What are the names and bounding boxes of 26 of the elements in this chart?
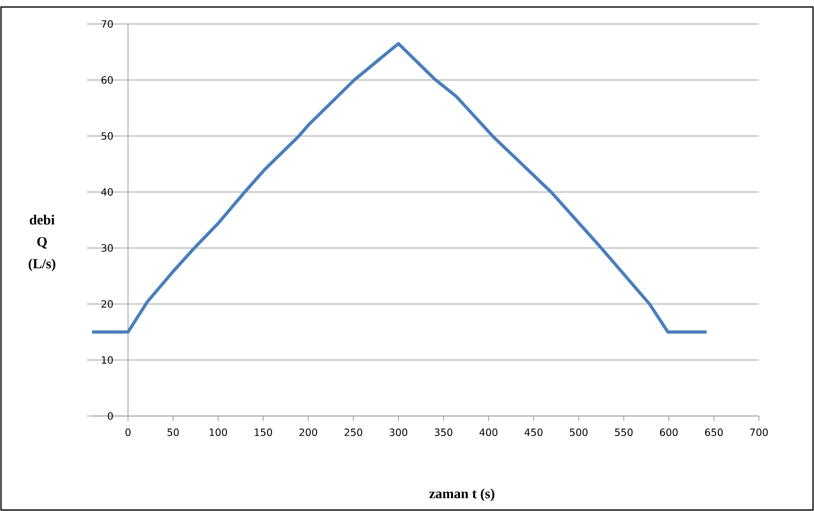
x-tick-label: 350 (434, 428, 452, 436)
line-series (92, 42, 708, 334)
x-tick-label: 150 (254, 428, 272, 436)
y-tick-label: 20 (102, 300, 113, 308)
y-tick-label: 0 (108, 412, 113, 420)
x-tick-label: 100 (210, 428, 227, 436)
y-tick-label: 60 (102, 76, 113, 84)
x-tick-label: 700 (750, 428, 768, 436)
y-tick-label: 70 (102, 20, 113, 28)
x-tick-label: 200 (300, 428, 318, 436)
y-axis-title: debi Q (L/s) (28, 214, 56, 272)
x-tick-label: 400 (480, 428, 498, 436)
x-tick-label: 250 (344, 428, 362, 436)
x-tick-label: 50 (168, 428, 179, 436)
x-tick-label: 300 (390, 428, 408, 436)
x-tick-label: 500 (570, 428, 588, 436)
y-tick-label: 10 (102, 356, 113, 364)
x-axis-title: zaman t (s) (429, 488, 494, 502)
y-tick-label: 50 (102, 132, 113, 140)
x-tick-label: 550 (615, 428, 633, 436)
x-tick-label: 600 (660, 428, 678, 436)
y-tick-label: 30 (102, 244, 113, 252)
x-tick-label: 0 (125, 428, 131, 436)
x-tick-label: 450 (524, 428, 542, 436)
x-tick-label: 650 (705, 428, 723, 436)
y-tick-label: 40 (101, 188, 113, 196)
